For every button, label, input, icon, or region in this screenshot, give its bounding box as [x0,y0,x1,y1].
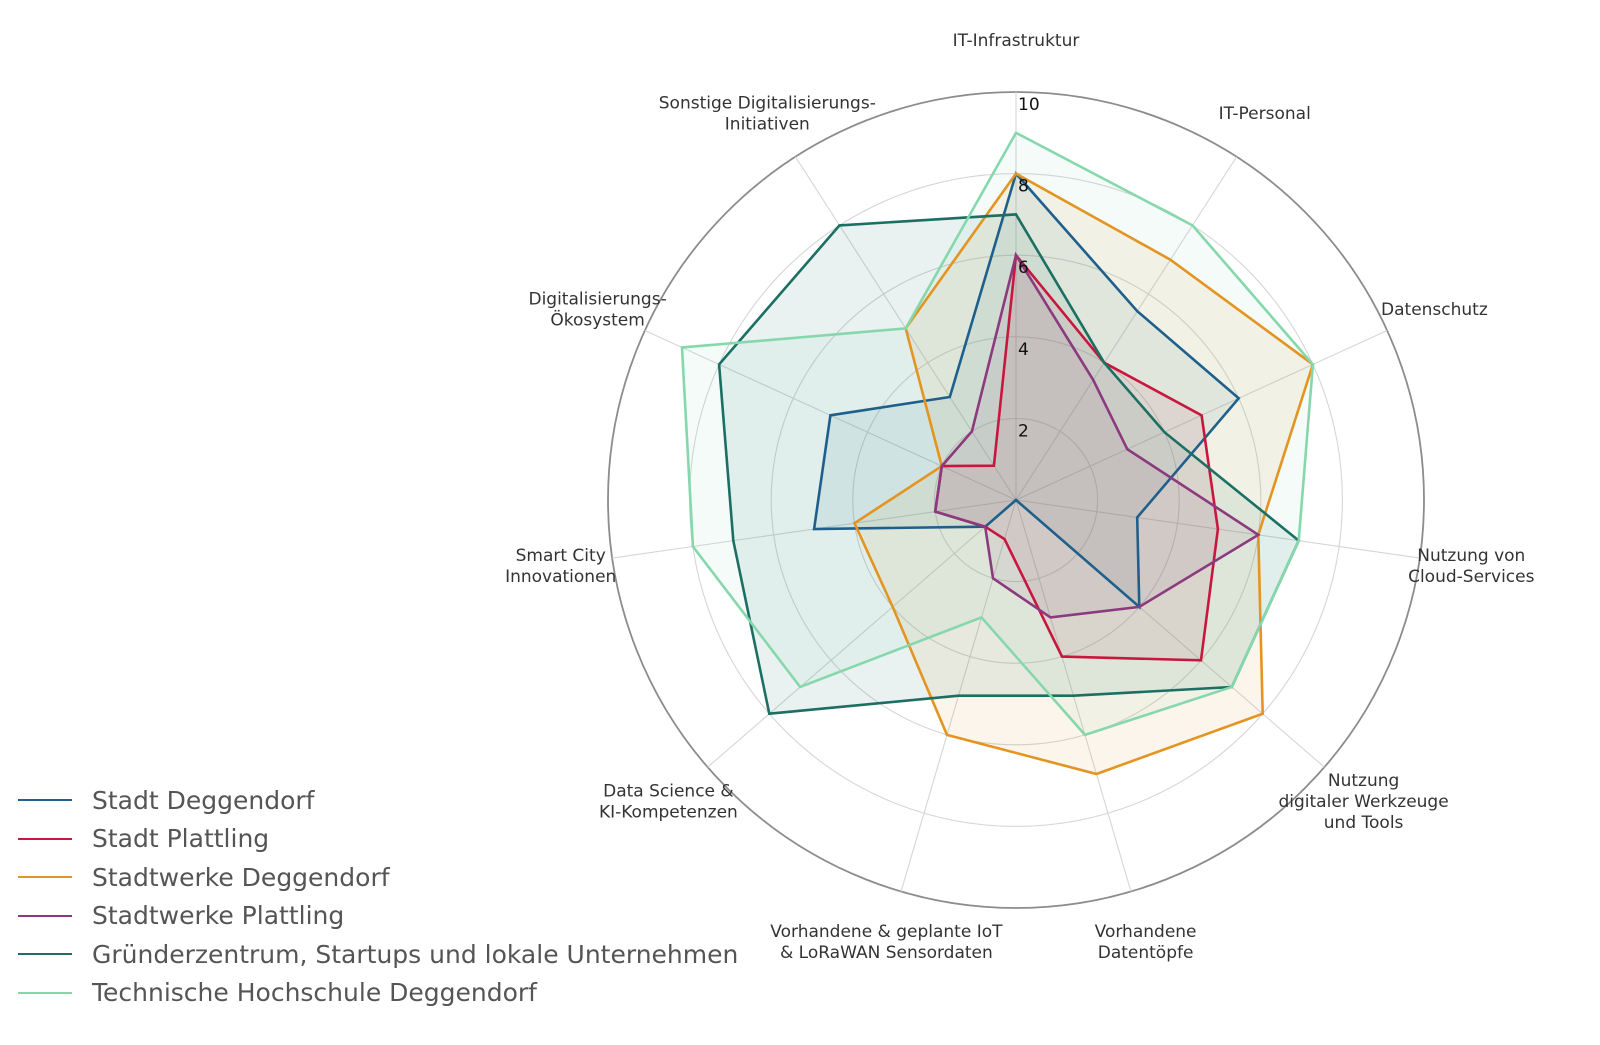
axis-label: Data Science & [603,782,734,802]
legend-label: Gründerzentrum, Startups und lokale Unte… [92,939,739,969]
legend-item: Stadtwerke Plattling [18,897,738,936]
axis-label: Vorhandene [1095,922,1197,942]
series-line-4 [717,213,1301,716]
legend-label: Stadt Deggendorf [92,785,315,815]
legend-label: Stadt Plattling [92,824,270,854]
axis-label: Ökosystem [550,308,644,330]
series-fills [682,132,1313,775]
axis-label: und Tools [1324,813,1404,833]
tick-label: 2 [1018,421,1029,441]
tick-label: 6 [1018,258,1029,278]
series-fill-2 [854,173,1313,775]
axis-label: Cloud-Services [1408,567,1535,587]
legend-swatch [18,876,72,879]
grid-spoke [707,499,1017,768]
radial-tick-labels: 2 4 6 8 10 [1018,95,1040,441]
grid-spoke [1015,156,1238,501]
series-line-5 [680,131,1315,737]
axis-label: IT-Infrastruktur [953,31,1080,51]
legend-item: Stadt Plattling [18,820,738,859]
series-line-2 [852,171,1315,776]
legend-item: Technische Hochschule Deggendorf [18,974,738,1013]
legend-label: Stadtwerke Deggendorf [92,862,390,892]
series-line-0 [812,170,1241,610]
legend-swatch [18,914,72,917]
axis-label: Digitalisierungs- [528,289,666,309]
legend-swatch [18,799,72,802]
series-line-3 [933,251,1261,619]
series-fill-3 [935,255,1259,618]
axis-label: Nutzung [1328,771,1399,791]
axis-label: Nutzung von [1417,546,1525,566]
legend-swatch [18,953,72,956]
legend-item: Stadtwerke Deggendorf [18,858,738,897]
legend-swatch [18,837,72,840]
axis-label: Datenschutz [1381,300,1488,320]
axis-labels: IT-Infrastruktur IT-Personal Datenschutz Nu… [505,31,1535,963]
legend-swatch [18,991,72,994]
tick-label: 10 [1018,95,1040,115]
axis-label: digitaler Werkzeuge [1278,792,1448,812]
tick-label: 8 [1018,177,1029,197]
axis-label: Sonstige Digitalisierungs- [659,94,876,114]
chart-legend: Stadt Deggendorf Stadt Plattling Stadtwerk… [18,781,738,1012]
legend-label: Stadtwerke Plattling [92,901,345,931]
series-lines [680,131,1315,776]
axis-label: IT-Personal [1219,104,1311,124]
axis-label: & LoRaWAN Sensordaten [780,943,993,963]
legend-item: Stadt Deggendorf [18,781,738,820]
series-line-1 [933,251,1220,662]
axis-label: Vorhandene & geplante IoT [770,922,1003,942]
axis-label: Initiativen [725,115,810,135]
axis-label: Smart City [516,546,606,566]
series-fill-4 [719,214,1299,714]
legend-item: Gründerzentrum, Startups und lokale Unte… [18,935,738,974]
axis-label: KI-Kompetenzen [599,803,738,823]
legend-label: Technische Hochschule Deggendorf [92,978,537,1008]
tick-label: 4 [1018,340,1029,360]
axis-label: Innovationen [505,567,616,587]
axis-label: Datentöpfe [1098,943,1194,963]
series-fill-0 [814,173,1239,607]
